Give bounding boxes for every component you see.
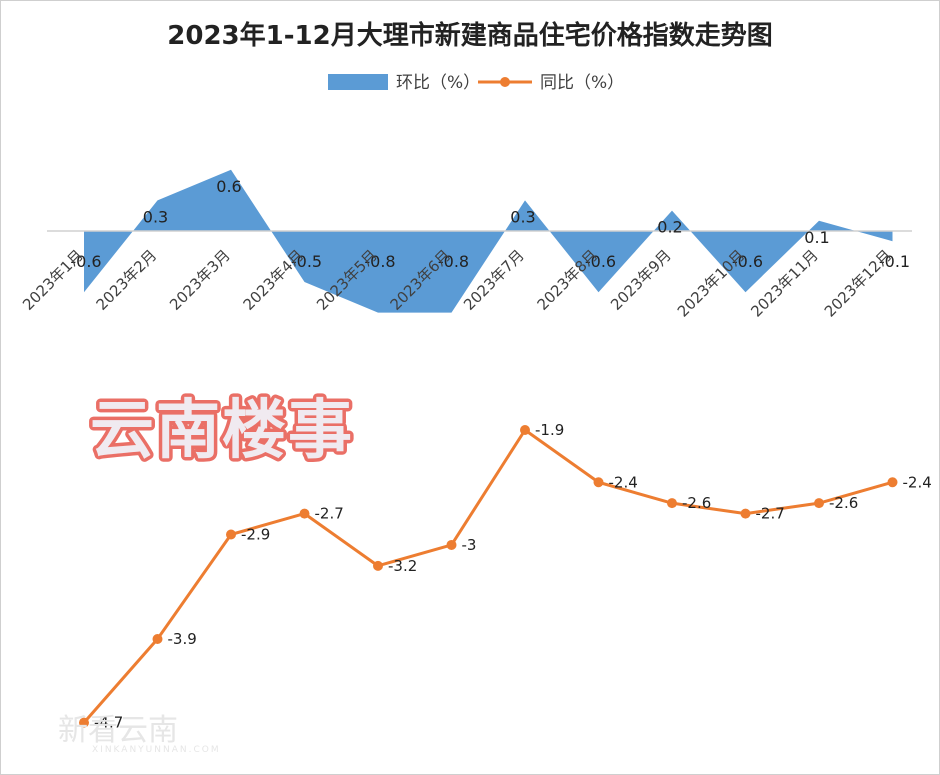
- yoy-point: [446, 539, 457, 550]
- category-label: 2023年1月: [19, 246, 87, 314]
- yoy-data-label: -3.9: [168, 630, 197, 648]
- legend-yoy-marker: [500, 77, 510, 87]
- corner-watermark-text: 新看云南: [58, 713, 178, 748]
- yoy-data-label: -4.7: [94, 714, 123, 732]
- mom-data-label: -0.5: [291, 252, 322, 271]
- yoy-point: [814, 498, 824, 509]
- yoy-data-label: -2.4: [903, 473, 932, 491]
- yoy-point: [152, 634, 163, 644]
- mom-data-label: 0.3: [143, 207, 168, 226]
- yoy-point: [667, 498, 677, 509]
- legend: 环比（%） 同比（%）: [328, 73, 624, 93]
- mom-data-label: -0.8: [438, 252, 469, 271]
- watermark-text: 云南楼事: [90, 394, 354, 468]
- category-label: 2023年10月: [674, 246, 748, 320]
- yoy-data-label: -2.6: [682, 494, 711, 512]
- category-label: 2023年4月: [240, 246, 308, 314]
- mom-area-layer: -0.6 0.3 0.6 -0.5 -0.8 -0.8 0.3 -0.6 0.2 -0.6 0.1 -…: [47, 169, 912, 313]
- mom-data-label: -0.6: [732, 252, 763, 271]
- yoy-point: [299, 508, 310, 519]
- yoy-data-label: -2.7: [315, 505, 344, 523]
- yoy-line: [82, 428, 893, 724]
- yoy-data-label: -2.7: [756, 505, 785, 523]
- mom-data-label: -0.8: [364, 252, 395, 271]
- corner-watermark: 新看云南 XINKANYUNNAN.COM: [58, 713, 221, 755]
- yoy-point: [373, 560, 383, 571]
- yoy-data-label: -3: [462, 536, 477, 554]
- mom-area: [84, 169, 893, 313]
- yoy-data-label: -3.2: [388, 557, 417, 575]
- legend-yoy-label: 同比（%）: [540, 73, 624, 93]
- mom-data-label: 0.2: [657, 218, 682, 237]
- yoy-point: [520, 425, 530, 435]
- mom-data-label: -0.6: [585, 252, 616, 271]
- legend-mom-label: 环比（%）: [396, 73, 480, 93]
- chart-title: 2023年1-12月大理市新建商品住宅价格指数走势图: [167, 20, 772, 51]
- corner-watermark-sub: XINKANYUNNAN.COM: [92, 745, 221, 755]
- yoy-point: [79, 717, 89, 728]
- yoy-data-label: -2.6: [829, 494, 858, 512]
- category-label: 2023年3月: [166, 246, 234, 314]
- yoy-line-layer: -4.7 -3.9 -2.9 -2.7 -3.2 -3 -1.9 -2.4 -2.6 -2.7 -2…: [79, 421, 932, 732]
- mom-data-label: 0.1: [804, 228, 829, 247]
- yoy-point: [226, 529, 236, 540]
- yoy-point: [740, 508, 751, 519]
- yoy-point: [593, 477, 604, 488]
- yoy-data-label: -2.4: [609, 473, 638, 491]
- yoy-data-label: -1.9: [535, 421, 564, 439]
- mom-data-label: -0.1: [879, 252, 910, 271]
- yoy-point: [887, 477, 898, 488]
- mom-data-label: 0.3: [510, 207, 535, 226]
- yoy-data-label: -2.9: [241, 526, 270, 544]
- mom-data-label: 0.6: [216, 177, 241, 196]
- mom-data-label: -0.6: [70, 252, 101, 271]
- category-label: 2023年12月: [821, 246, 895, 320]
- legend-mom-swatch: [328, 74, 388, 90]
